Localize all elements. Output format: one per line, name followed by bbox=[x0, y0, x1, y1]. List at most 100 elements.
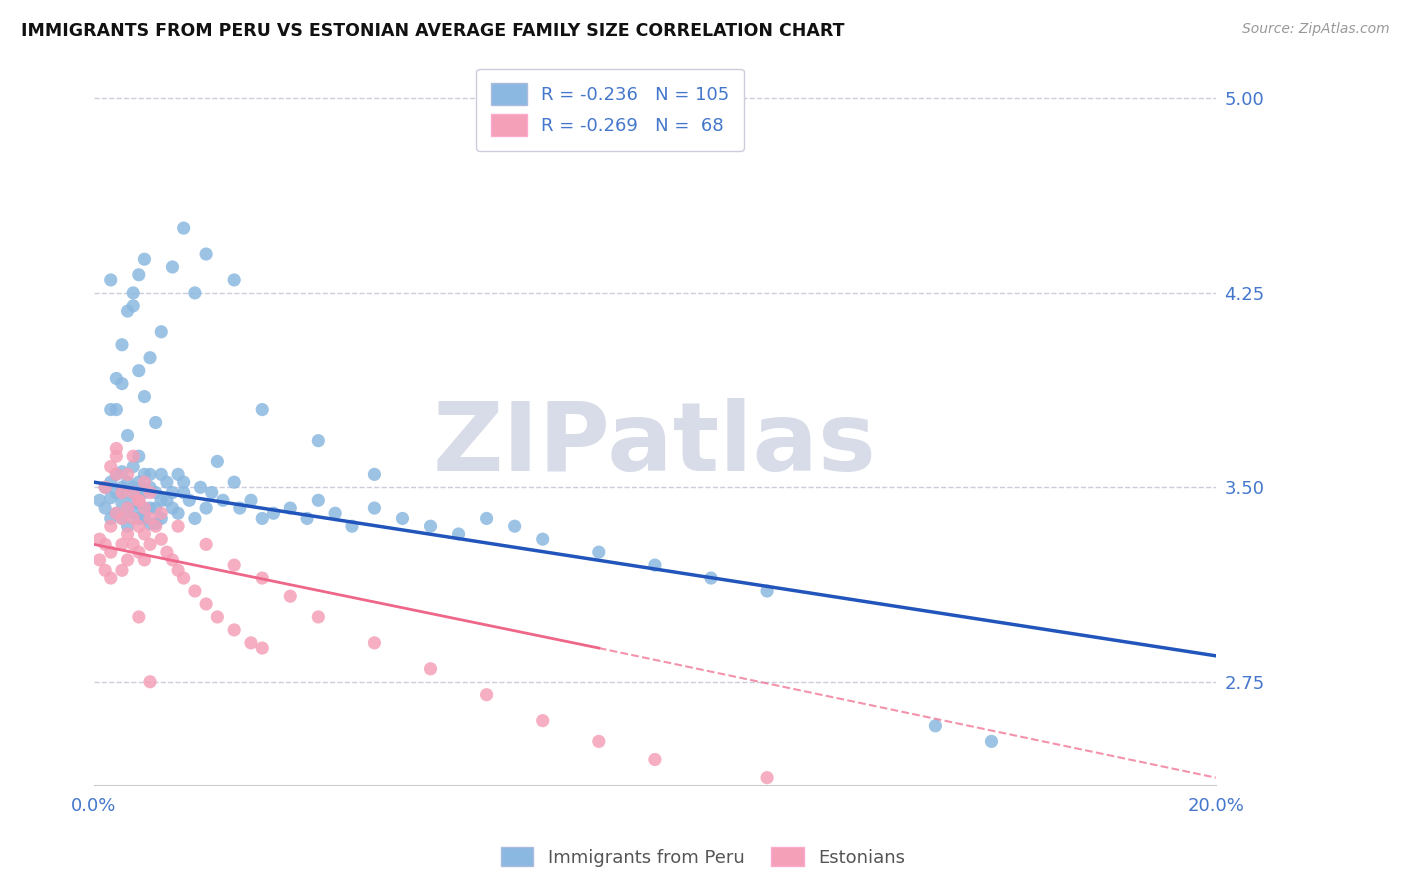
Point bbox=[173, 221, 195, 235]
Point bbox=[980, 734, 1002, 748]
Point bbox=[134, 252, 156, 267]
Point bbox=[162, 553, 184, 567]
Point bbox=[195, 597, 218, 611]
Point bbox=[167, 563, 190, 577]
Point bbox=[212, 493, 235, 508]
Point bbox=[100, 402, 122, 417]
Point bbox=[100, 273, 122, 287]
Point bbox=[105, 485, 128, 500]
Point bbox=[111, 485, 134, 500]
Point bbox=[117, 475, 139, 490]
Point bbox=[391, 511, 413, 525]
Point bbox=[117, 527, 139, 541]
Point bbox=[111, 511, 134, 525]
Point bbox=[111, 511, 134, 525]
Point bbox=[122, 459, 145, 474]
Point bbox=[100, 571, 122, 585]
Point bbox=[134, 553, 156, 567]
Point bbox=[531, 532, 554, 546]
Point bbox=[644, 558, 666, 573]
Point bbox=[134, 501, 156, 516]
Point bbox=[139, 516, 162, 531]
Point bbox=[240, 636, 263, 650]
Point bbox=[295, 511, 318, 525]
Point bbox=[128, 519, 150, 533]
Point bbox=[117, 485, 139, 500]
Point bbox=[756, 584, 779, 599]
Point bbox=[94, 501, 117, 516]
Point bbox=[307, 610, 329, 624]
Point bbox=[756, 771, 779, 785]
Point bbox=[128, 511, 150, 525]
Point bbox=[868, 791, 890, 805]
Point bbox=[531, 714, 554, 728]
Point bbox=[134, 511, 156, 525]
Point bbox=[307, 493, 329, 508]
Point bbox=[150, 467, 173, 482]
Point bbox=[134, 485, 156, 500]
Point bbox=[252, 641, 274, 656]
Point bbox=[139, 485, 162, 500]
Point bbox=[105, 467, 128, 482]
Point bbox=[94, 563, 117, 577]
Point bbox=[105, 506, 128, 520]
Point bbox=[122, 511, 145, 525]
Point bbox=[100, 459, 122, 474]
Point bbox=[128, 496, 150, 510]
Point bbox=[150, 506, 173, 520]
Point bbox=[89, 553, 111, 567]
Point bbox=[150, 493, 173, 508]
Point bbox=[122, 299, 145, 313]
Point bbox=[150, 511, 173, 525]
Point bbox=[134, 475, 156, 490]
Point bbox=[139, 511, 162, 525]
Point bbox=[173, 475, 195, 490]
Point bbox=[224, 623, 246, 637]
Legend: R = -0.236   N = 105, R = -0.269   N =  68: R = -0.236 N = 105, R = -0.269 N = 68 bbox=[477, 69, 744, 151]
Point bbox=[323, 506, 346, 520]
Point bbox=[111, 537, 134, 551]
Point bbox=[1092, 817, 1115, 831]
Point bbox=[111, 563, 134, 577]
Point bbox=[122, 485, 145, 500]
Point bbox=[139, 351, 162, 365]
Point bbox=[252, 402, 274, 417]
Text: Source: ZipAtlas.com: Source: ZipAtlas.com bbox=[1241, 22, 1389, 37]
Point bbox=[111, 496, 134, 510]
Point bbox=[145, 516, 167, 531]
Point bbox=[122, 480, 145, 494]
Point bbox=[100, 545, 122, 559]
Point bbox=[117, 553, 139, 567]
Point bbox=[156, 475, 179, 490]
Point bbox=[419, 662, 441, 676]
Point bbox=[128, 449, 150, 463]
Point bbox=[111, 337, 134, 351]
Point bbox=[447, 527, 470, 541]
Point bbox=[105, 402, 128, 417]
Point bbox=[201, 485, 224, 500]
Point bbox=[588, 734, 610, 748]
Point bbox=[644, 752, 666, 766]
Point bbox=[128, 610, 150, 624]
Point bbox=[475, 511, 498, 525]
Point bbox=[105, 442, 128, 456]
Point bbox=[162, 485, 184, 500]
Point bbox=[139, 537, 162, 551]
Point bbox=[167, 519, 190, 533]
Point bbox=[128, 475, 150, 490]
Point bbox=[117, 428, 139, 442]
Point bbox=[100, 475, 122, 490]
Point bbox=[278, 589, 301, 603]
Point bbox=[278, 501, 301, 516]
Point bbox=[111, 480, 134, 494]
Point bbox=[100, 491, 122, 505]
Point bbox=[117, 519, 139, 533]
Point bbox=[340, 519, 363, 533]
Point bbox=[195, 501, 218, 516]
Point bbox=[1205, 830, 1227, 845]
Point bbox=[167, 506, 190, 520]
Point bbox=[190, 480, 212, 494]
Point bbox=[100, 519, 122, 533]
Point bbox=[134, 467, 156, 482]
Point bbox=[117, 304, 139, 318]
